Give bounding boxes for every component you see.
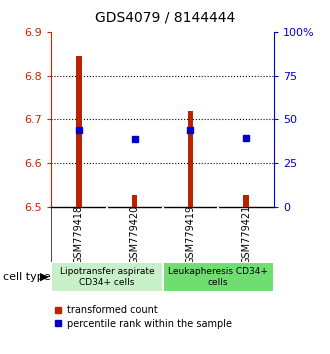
Text: ▶: ▶ <box>40 272 49 282</box>
Text: cell type: cell type <box>3 272 51 282</box>
Text: GSM779418: GSM779418 <box>74 205 84 264</box>
Text: GSM779421: GSM779421 <box>241 205 251 264</box>
Bar <box>187 111 193 207</box>
Bar <box>132 195 138 207</box>
Text: GSM779420: GSM779420 <box>130 205 140 264</box>
Bar <box>163 262 274 292</box>
Legend: transformed count, percentile rank within the sample: transformed count, percentile rank withi… <box>54 305 232 329</box>
Text: Lipotransfer aspirate
CD34+ cells: Lipotransfer aspirate CD34+ cells <box>59 267 154 287</box>
Bar <box>243 195 249 207</box>
Text: GSM779419: GSM779419 <box>185 205 195 264</box>
Text: Leukapheresis CD34+
cells: Leukapheresis CD34+ cells <box>168 267 268 287</box>
Bar <box>51 262 162 292</box>
Bar <box>76 56 82 207</box>
Text: GDS4079 / 8144444: GDS4079 / 8144444 <box>95 11 235 25</box>
